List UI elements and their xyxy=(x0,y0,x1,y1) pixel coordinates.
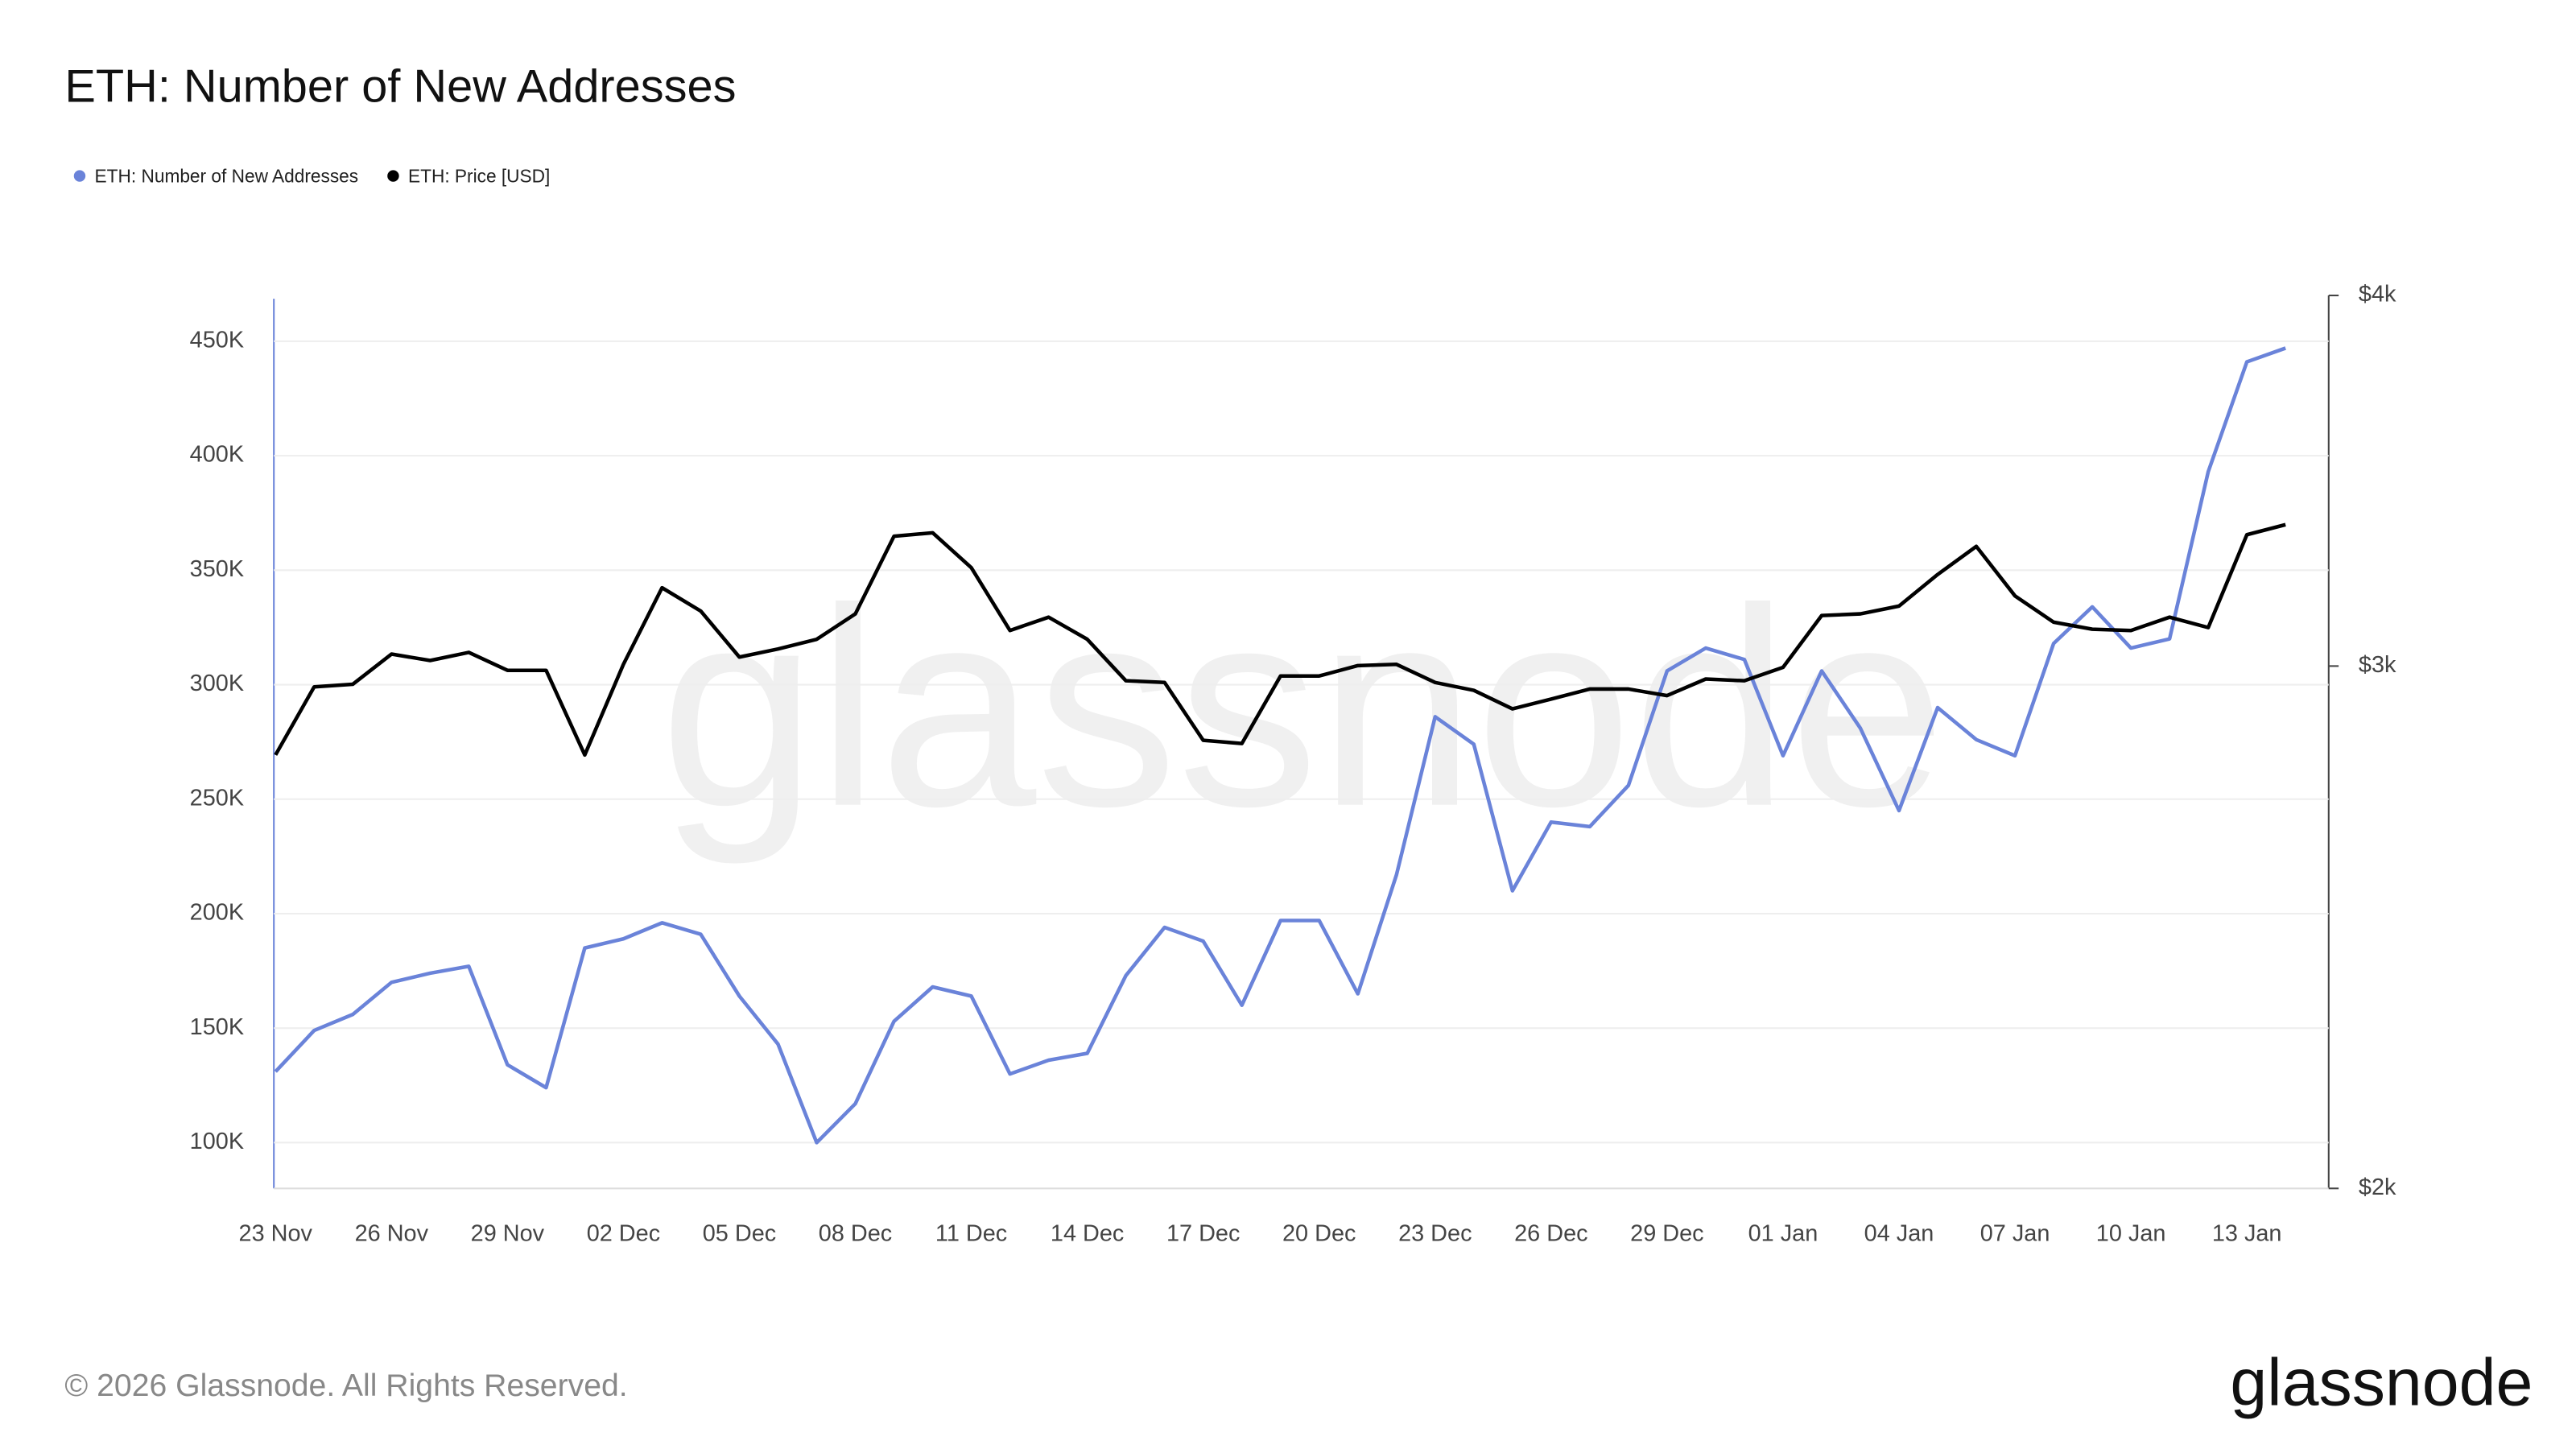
x-tick-label: 14 Dec xyxy=(1051,1221,1124,1247)
y2-tick-label: $2k xyxy=(2359,1174,2396,1200)
y-tick-label: 450K xyxy=(190,328,244,353)
chart-title: ETH: Number of New Addresses xyxy=(64,61,736,113)
legend-label: ETH: Number of New Addresses xyxy=(95,166,359,187)
logo: glassnode xyxy=(2230,1345,2533,1419)
y-tick-label: 400K xyxy=(190,442,244,468)
x-tick-label: 05 Dec xyxy=(703,1221,776,1247)
x-tick-label: 13 Jan xyxy=(2212,1221,2282,1247)
x-tick-label: 23 Nov xyxy=(239,1221,313,1247)
y2-tick-label: $4k xyxy=(2359,282,2396,308)
y-tick-label: 100K xyxy=(190,1129,244,1154)
x-tick-label: 10 Jan xyxy=(2096,1221,2166,1247)
footer: © 2026 Glassnode. All Rights Reserved. xyxy=(64,1368,627,1403)
x-tick-label: 01 Jan xyxy=(1748,1221,1818,1247)
legend-marker xyxy=(387,170,399,182)
x-tick-label: 17 Dec xyxy=(1166,1221,1240,1247)
x-tick-label: 04 Jan xyxy=(1864,1221,1934,1247)
series-line xyxy=(274,346,2286,1145)
series-line xyxy=(274,522,2286,758)
x-tick-label: 20 Dec xyxy=(1282,1221,1356,1247)
x-tick-label: 02 Dec xyxy=(587,1221,660,1247)
x-tick-label: 08 Dec xyxy=(819,1221,892,1247)
legend-label: ETH: Price [USD] xyxy=(408,166,550,187)
y-tick-label: 350K xyxy=(190,556,244,582)
x-tick-label: 23 Dec xyxy=(1398,1221,1472,1247)
y2-tick-label: $3k xyxy=(2359,652,2396,678)
y-tick-label: 300K xyxy=(190,671,244,696)
x-tick-label: 26 Nov xyxy=(355,1221,429,1247)
watermark: glassnode xyxy=(660,551,1946,867)
x-tick-label: 29 Dec xyxy=(1630,1221,1703,1247)
y-tick-label: 150K xyxy=(190,1014,244,1040)
legend-marker xyxy=(73,170,86,182)
x-tick-label: 11 Dec xyxy=(935,1221,1007,1247)
y-tick-label: 200K xyxy=(190,900,244,926)
y-tick-label: 250K xyxy=(190,785,244,811)
x-tick-label: 26 Dec xyxy=(1514,1221,1587,1247)
x-tick-label: 29 Nov xyxy=(471,1221,545,1247)
x-tick-label: 07 Jan xyxy=(1980,1221,2050,1247)
